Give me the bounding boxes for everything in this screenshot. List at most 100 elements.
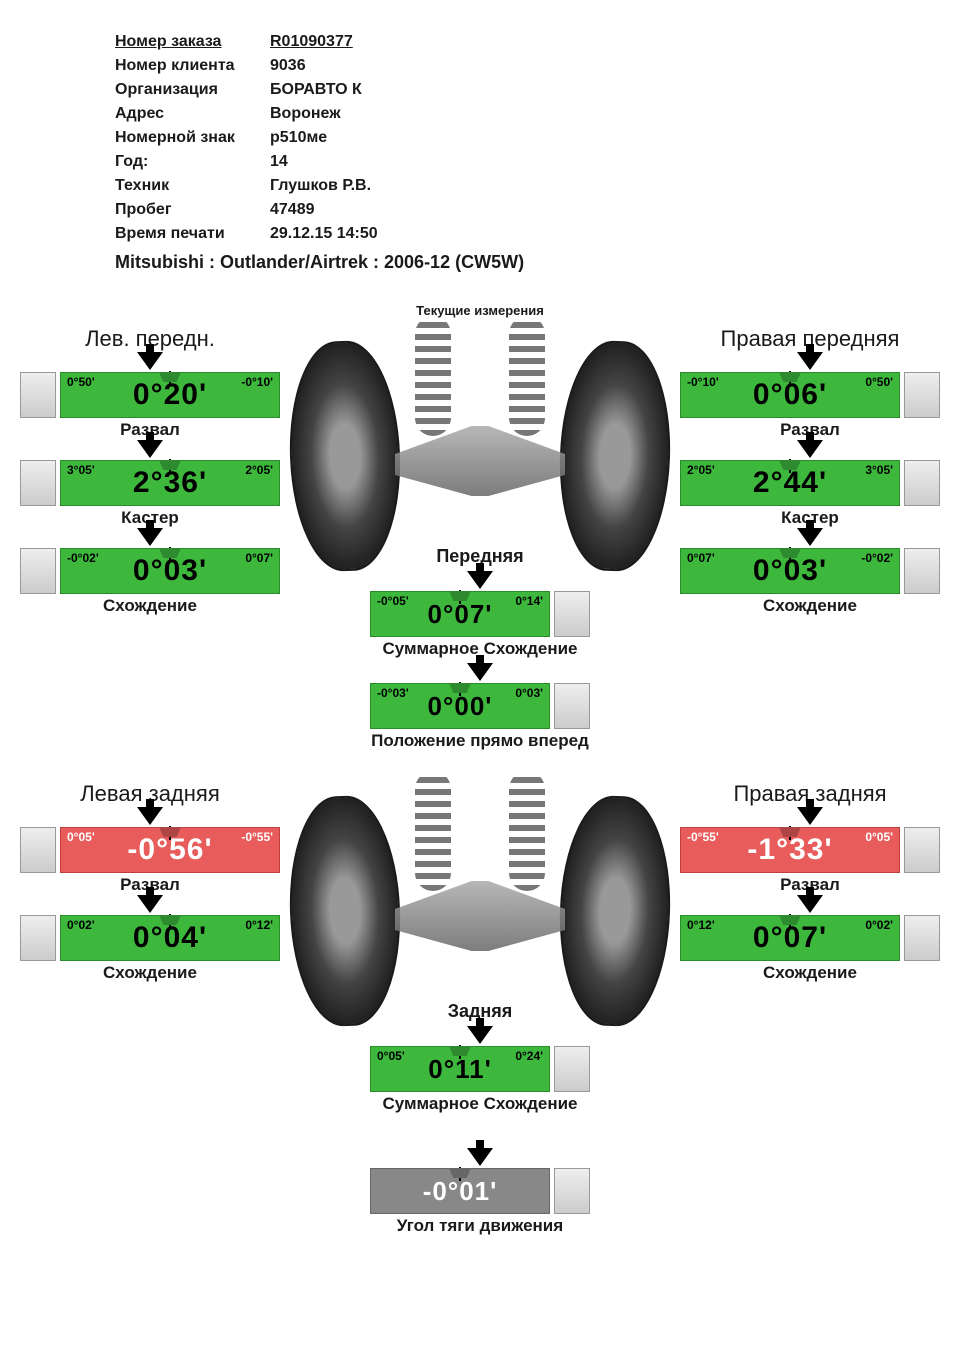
header-value: 47489 (270, 198, 315, 222)
measure-group: -0°10'0°50'0°06'Развал (680, 352, 940, 440)
arrow-down-icon (797, 528, 823, 546)
header-row: Время печати29.12.15 14:50 (115, 222, 940, 246)
header-value: 29.12.15 14:50 (270, 222, 378, 246)
header-label: Год: (115, 150, 270, 174)
arrow-down-icon (467, 1026, 493, 1044)
header-row: Номерной знакр510ме (115, 126, 940, 150)
header-value: р510ме (270, 126, 327, 150)
rear-left-side: Левая задняя 0°05'-0°55'-0°56'Развал0°02… (20, 781, 280, 983)
measure-max: 0°02' (865, 918, 893, 932)
measure-label: Схождение (20, 963, 280, 983)
measure-max: 0°07' (245, 551, 273, 565)
measure-box: 0°05'-0°55'-0°56' (60, 827, 280, 873)
measure-group: 3°05'2°05'2°36'Кастер (20, 440, 280, 528)
measure-icon (554, 683, 590, 729)
measure-min: -0°55' (687, 830, 719, 844)
header-row: Год:14 (115, 150, 940, 174)
arrow-down-icon (467, 571, 493, 589)
alignment-layout: Лев. передн. 0°50'-0°10'0°20'Развал3°05'… (20, 326, 940, 1236)
header-value: Воронеж (270, 102, 341, 126)
header-row: ТехникГлушков Р.В. (115, 174, 940, 198)
measure-label: Положение прямо вперед (370, 731, 590, 751)
measure-row: -0°05'0°14'0°07' (370, 591, 590, 637)
measure-box: 0°12'0°02'0°07' (680, 915, 900, 961)
rear-suspension-diagram (300, 781, 660, 1041)
measure-label: Схождение (680, 963, 940, 983)
measure-min: 0°05' (377, 1049, 405, 1063)
arrow-down-icon (137, 807, 163, 825)
measure-max: -0°10' (241, 375, 273, 389)
measure-group: 0°07'-0°02'0°03'Схождение (680, 528, 940, 616)
front-center: Передняя -0°05'0°14'0°07'Суммарное Схожд… (300, 326, 660, 751)
measure-box: -0°03'0°03'0°00' (370, 683, 550, 729)
measure-box: -0°05'0°14'0°07' (370, 591, 550, 637)
measure-max: 2°05' (245, 463, 273, 477)
header-label: Номерной знак (115, 126, 270, 150)
measure-min: -0°05' (377, 594, 409, 608)
measure-min: -0°10' (687, 375, 719, 389)
section-title: Текущие измерения (20, 303, 940, 318)
measure-icon (904, 460, 940, 506)
measure-min: -0°02' (67, 551, 99, 565)
arrow-down-icon (137, 895, 163, 913)
front-right-side: Правая передняя -0°10'0°50'0°06'Развал2°… (680, 326, 940, 616)
arrow-down-icon (137, 528, 163, 546)
arrow-down-icon (797, 895, 823, 913)
measure-min: 0°05' (67, 830, 95, 844)
measure-row: -0°03'0°03'0°00' (370, 683, 590, 729)
header-label: Техник (115, 174, 270, 198)
arrow-down-icon (467, 1148, 493, 1166)
measure-box: 3°05'2°05'2°36' (60, 460, 280, 506)
front-suspension-diagram (300, 326, 660, 586)
measure-box: -0°02'0°07'0°03' (60, 548, 280, 594)
measure-icon (904, 915, 940, 961)
measure-label: Схождение (20, 596, 280, 616)
measure-max: 0°50' (865, 375, 893, 389)
header-value: Глушков Р.В. (270, 174, 371, 198)
measure-group: 0°12'0°02'0°07'Схождение (680, 895, 940, 983)
measure-min: 3°05' (67, 463, 95, 477)
measure-group: 0°02'0°12'0°04'Схождение (20, 895, 280, 983)
measure-group: -0°02'0°07'0°03'Схождение (20, 528, 280, 616)
measure-max: 0°03' (515, 686, 543, 700)
arrow-down-icon (137, 352, 163, 370)
measure-group: -0°01'Угол тяги движения (370, 1148, 590, 1236)
measure-min: 0°12' (687, 918, 715, 932)
measure-icon (554, 1046, 590, 1092)
measure-row: 0°12'0°02'0°07' (680, 915, 940, 961)
arrow-down-icon (797, 807, 823, 825)
measure-icon (20, 915, 56, 961)
front-axle: Лев. передн. 0°50'-0°10'0°20'Развал3°05'… (20, 326, 940, 751)
measure-icon (904, 372, 940, 418)
measure-max: 3°05' (865, 463, 893, 477)
header-label: Время печати (115, 222, 270, 246)
measure-group: 0°05'-0°55'-0°56'Развал (20, 807, 280, 895)
measure-label: Суммарное Схождение (370, 1094, 590, 1114)
measure-group: -0°03'0°03'0°00'Положение прямо вперед (370, 663, 590, 751)
measure-icon (904, 548, 940, 594)
header-label: Номер клиента (115, 54, 270, 78)
measure-box: -0°55'0°05'-1°33' (680, 827, 900, 873)
header-value: БОРАВТО К (270, 78, 362, 102)
measure-max: 0°05' (865, 830, 893, 844)
measure-group: -0°55'0°05'-1°33'Развал (680, 807, 940, 895)
header-value: R01090377 (270, 30, 353, 54)
rear-axle: Левая задняя 0°05'-0°55'-0°56'Развал0°02… (20, 781, 940, 1236)
arrow-down-icon (797, 440, 823, 458)
measure-row: 0°50'-0°10'0°20' (20, 372, 280, 418)
measure-min: 0°50' (67, 375, 95, 389)
header-value: 14 (270, 150, 288, 174)
arrow-down-icon (797, 352, 823, 370)
measure-min: -0°03' (377, 686, 409, 700)
measure-row: 2°05'3°05'2°44' (680, 460, 940, 506)
measure-icon (20, 460, 56, 506)
header-row: АдресВоронеж (115, 102, 940, 126)
measure-min: 2°05' (687, 463, 715, 477)
measure-row: 3°05'2°05'2°36' (20, 460, 280, 506)
measure-label: Схождение (680, 596, 940, 616)
measure-icon (554, 591, 590, 637)
header-row: Номер заказаR01090377 (115, 30, 940, 54)
measure-group: 2°05'3°05'2°44'Кастер (680, 440, 940, 528)
measure-box: 0°05'0°24'0°11' (370, 1046, 550, 1092)
measure-icon (20, 827, 56, 873)
